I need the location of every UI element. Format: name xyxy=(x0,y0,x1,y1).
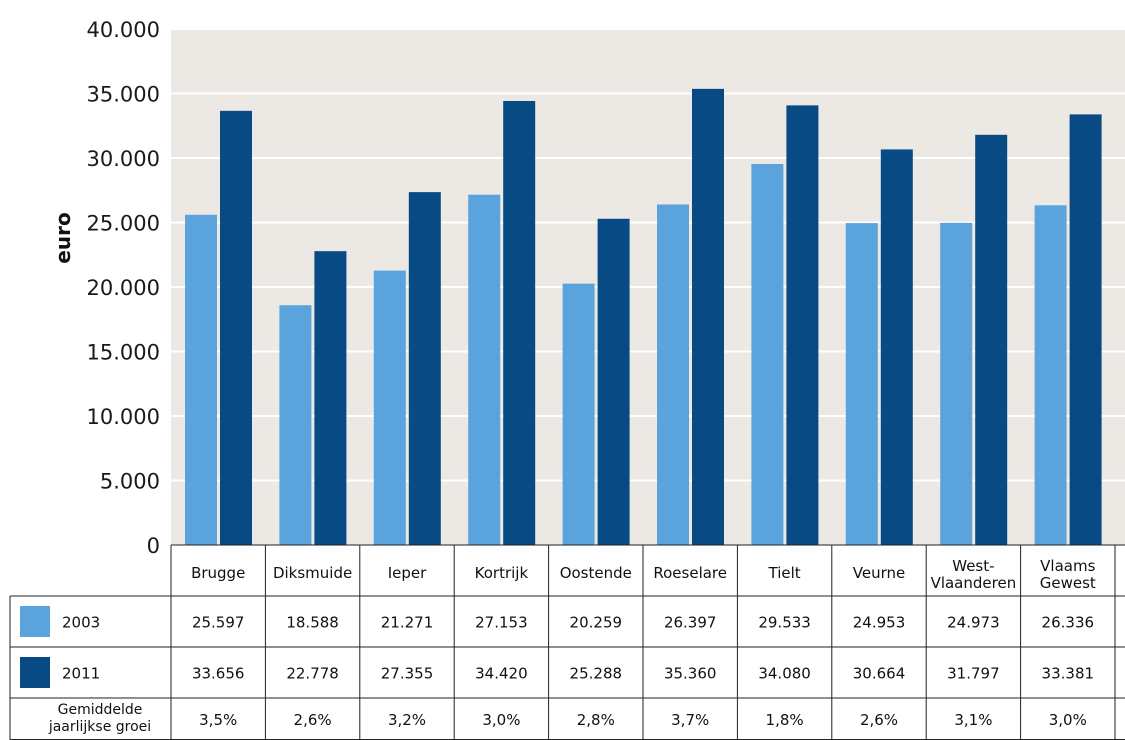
bar-2003 xyxy=(1034,205,1067,545)
y-tick-label: 35.000 xyxy=(87,83,160,107)
growth-cell: 3,1% xyxy=(954,711,992,729)
growth-cell: 3,2% xyxy=(388,711,426,729)
y-tick-label: 5.000 xyxy=(100,470,160,494)
bars xyxy=(185,88,1102,546)
y-tick-label: 30.000 xyxy=(87,147,160,171)
growth-cell: 1,8% xyxy=(766,711,804,729)
table-cell: 22.778 xyxy=(286,665,339,683)
table-cell: 20.259 xyxy=(570,614,623,632)
bar-2011 xyxy=(503,100,536,546)
table-cell: 27.153 xyxy=(475,614,528,632)
category-label: Brugge xyxy=(191,564,245,582)
bar-2011 xyxy=(314,251,347,545)
table-cell: 21.271 xyxy=(381,614,434,632)
category-label: Ieper xyxy=(388,564,427,582)
table-cell: 24.953 xyxy=(853,614,906,632)
legend-swatch-2011 xyxy=(20,657,50,688)
category-label: Kortrijk xyxy=(475,564,529,582)
table-cell: 34.080 xyxy=(758,665,811,683)
bar-2011 xyxy=(1069,114,1102,545)
category-label: Veurne xyxy=(853,564,905,582)
legend-label-2011: 2011 xyxy=(62,665,100,683)
bar-2003 xyxy=(279,305,312,545)
bar-2011 xyxy=(786,105,819,546)
legend-swatch-2003 xyxy=(20,606,50,637)
legend-label-2003: 2003 xyxy=(62,614,100,632)
y-tick-label: 40.000 xyxy=(87,18,160,42)
bar-2003 xyxy=(845,223,878,545)
y-tick-label: 20.000 xyxy=(87,276,160,300)
table-cell: 29.533 xyxy=(758,614,811,632)
table-cell: 18.588 xyxy=(286,614,339,632)
y-axis-ticks: 0 5.000 10.000 15.000 20.000 25.000 30.000 35.0… xyxy=(87,18,160,558)
category-label: Vlaams Gewest xyxy=(1040,557,1096,592)
growth-cell: 2,6% xyxy=(860,711,898,729)
table-cell: 27.355 xyxy=(381,665,434,683)
table-cell: 34.420 xyxy=(475,665,528,683)
growth-cell: 3,7% xyxy=(671,711,709,729)
growth-cell: 2,6% xyxy=(294,711,332,729)
bar-2003 xyxy=(373,270,406,545)
y-tick-label: 15.000 xyxy=(87,341,160,365)
data-table: Brugge Diksmuide Ieper Kortrijk Oostende Roes… xyxy=(9,544,1125,740)
table-cell: 25.597 xyxy=(192,614,245,632)
table-cell: 35.360 xyxy=(664,665,717,683)
table-cell: 25.288 xyxy=(570,665,623,683)
bar-2011 xyxy=(408,192,441,546)
bar-2003 xyxy=(468,194,501,545)
growth-cell: 3,5% xyxy=(199,711,237,729)
growth-cell: 3,0% xyxy=(1049,711,1087,729)
table-cell: 26.397 xyxy=(664,614,717,632)
table-cell: 30.664 xyxy=(853,665,906,683)
growth-row-label: Gemiddelde jaarlijkse groei xyxy=(48,702,151,735)
bar-2003 xyxy=(940,222,973,545)
y-tick-label: 25.000 xyxy=(87,212,160,236)
category-label: Tielt xyxy=(768,564,801,582)
table-cell: 31.797 xyxy=(947,665,1000,683)
category-label: West-Vlaanderen xyxy=(931,557,1017,592)
bar-2011 xyxy=(975,134,1008,545)
bar-2003 xyxy=(562,283,595,545)
table-cell: 33.656 xyxy=(192,665,245,683)
bar-2011 xyxy=(220,110,252,546)
bar-2003 xyxy=(185,214,217,545)
category-label: Oostende xyxy=(560,564,632,582)
y-tick-label: 10.000 xyxy=(87,405,160,429)
table-cell: 24.973 xyxy=(947,614,1000,632)
category-label: Diksmuide xyxy=(273,564,352,582)
table-cell: 26.336 xyxy=(1042,614,1095,632)
bar-2011 xyxy=(692,88,724,545)
bar-2011 xyxy=(880,149,913,546)
bar-2003 xyxy=(657,204,689,545)
category-label: Roeselare xyxy=(653,564,727,582)
growth-cell: 3,0% xyxy=(482,711,520,729)
y-tick-label: 0 xyxy=(147,534,160,558)
growth-cell: 2,8% xyxy=(577,711,615,729)
table-cell: 33.381 xyxy=(1042,665,1095,683)
y-axis-label: euro xyxy=(51,212,75,263)
bar-2011 xyxy=(597,218,630,546)
bar-2003 xyxy=(751,164,784,546)
